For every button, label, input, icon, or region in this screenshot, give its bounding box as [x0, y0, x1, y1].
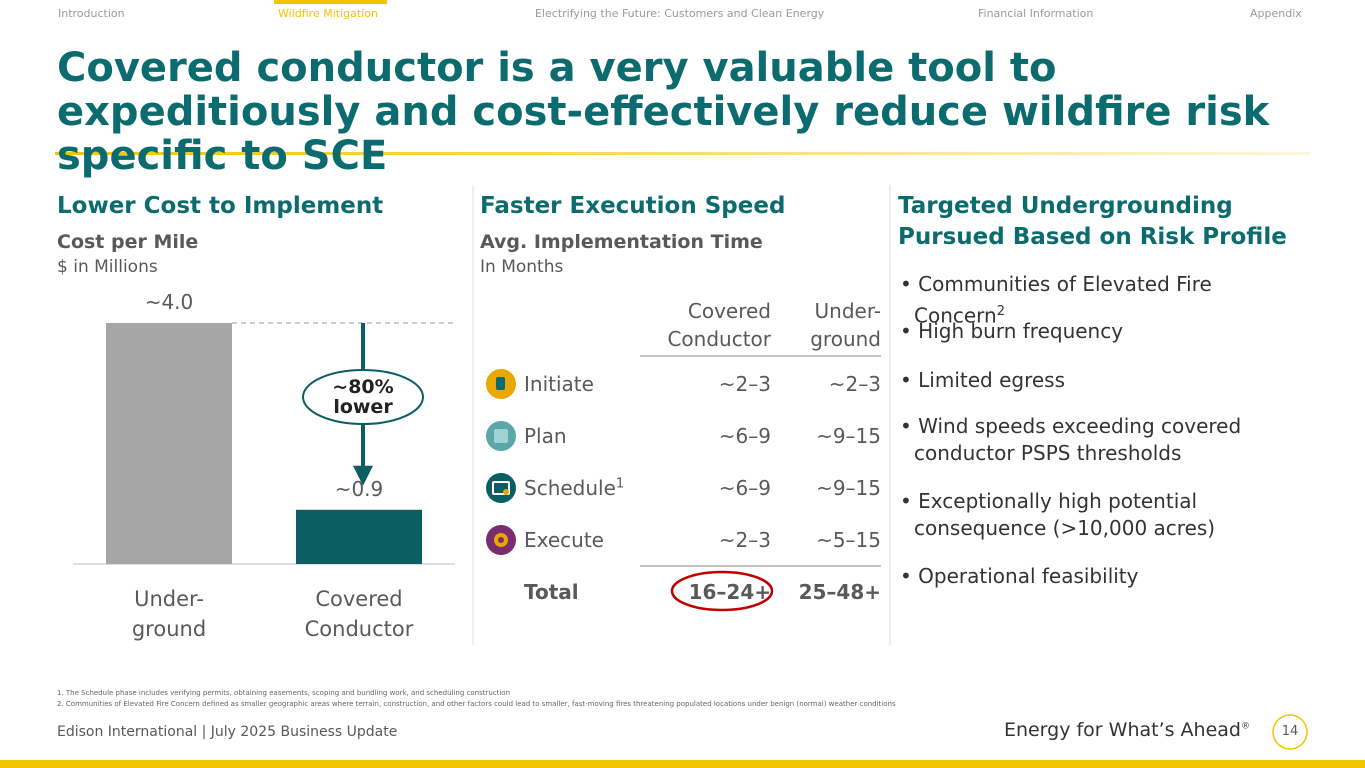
bullet-text: Limited egress [918, 368, 1066, 392]
bar [106, 323, 232, 564]
bottom-band [0, 760, 1365, 768]
column-header: Covered Conductor [667, 299, 771, 351]
data-label: ~4.0 [144, 290, 194, 314]
table-subtitle: Avg. Implementation Time [480, 231, 763, 253]
active-tab-marker [274, 0, 387, 4]
nav-item[interactable]: Introduction [58, 7, 125, 20]
section-heading: Faster Execution Speed [480, 193, 786, 219]
row-label: Schedule1 [524, 476, 624, 500]
bullet: • Exceptionally high potential consequen… [900, 489, 1216, 540]
row-label-text: Plan [524, 424, 567, 448]
section-heading: Lower Cost to Implement [57, 193, 384, 219]
nav-item[interactable]: Electrifying the Future: Customers and C… [535, 7, 825, 20]
nav-item[interactable]: Appendix [1250, 7, 1302, 20]
bar [296, 509, 422, 564]
bullet-text: Exceptionally high potential consequence… [914, 489, 1216, 540]
row-label-text: Schedule [524, 476, 616, 500]
tagline-text: Energy for What’s Ahead [1003, 719, 1241, 741]
table-unit: In Months [480, 257, 564, 277]
table-cell: ~5–15 [816, 528, 881, 552]
annotation: ~80% lower [332, 376, 394, 418]
footnote-ref: 2 [996, 304, 1006, 319]
data-label: ~0.9 [334, 476, 384, 501]
category-label: Under- ground [131, 587, 207, 641]
bullet-text: Communities of Elevated Fire Concern [914, 272, 1212, 328]
annotation-bubble [302, 369, 424, 425]
page-badge [1272, 714, 1308, 750]
bullet: • High burn frequency [900, 319, 1124, 343]
row-label: Execute [524, 528, 604, 552]
bullet-text: Wind speeds exceeding covered conductor … [914, 414, 1242, 465]
highlight-circle [670, 570, 774, 612]
row-icons [486, 369, 516, 555]
chart-subtitle: Cost per Mile [57, 231, 199, 253]
table-cell: ~9–15 [816, 476, 881, 500]
bullet: • Communities of Elevated Fire Concern2 [900, 272, 1212, 328]
total-cell: 16–24+ [688, 580, 771, 604]
nav-item[interactable]: Financial Information [978, 7, 1094, 20]
nav-item[interactable]: Wildfire Mitigation [278, 7, 378, 20]
footnote: 2. Communities of Elevated Fire Concern … [57, 700, 896, 708]
footnote: 1. The Schedule phase includes verifying… [57, 689, 511, 697]
title-rule [55, 152, 1310, 155]
bullet: • Operational feasibility [900, 564, 1139, 588]
tagline: Energy for What’s Ahead® [1004, 719, 1250, 741]
tagline-mark: ® [1241, 721, 1250, 732]
bullet-text: Operational feasibility [918, 564, 1139, 588]
total-label: Total [524, 580, 579, 604]
category-label: Covered Conductor [304, 587, 414, 641]
slide-title: Covered conductor is a very valuable too… [57, 45, 1270, 179]
chart-unit: $ in Millions [57, 257, 158, 277]
table-cell: ~9–15 [816, 424, 881, 448]
table-cell: ~6–9 [718, 476, 771, 500]
arrow-head [353, 465, 373, 486]
table-cell: ~2–3 [718, 528, 771, 552]
section-heading: Targeted Undergrounding Pursued Based on… [898, 193, 1287, 250]
bullet-text: High burn frequency [918, 319, 1124, 343]
row-label-text: Execute [524, 528, 604, 552]
total-cell: 25–48+ [798, 580, 881, 604]
row-label: Plan [524, 424, 567, 448]
table-cell: ~6–9 [718, 424, 771, 448]
page-number: 14 [1281, 724, 1299, 739]
footer-text: Edison International | July 2025 Busines… [57, 724, 398, 740]
table-cell: ~2–3 [828, 372, 881, 396]
bullet: • Wind speeds exceeding covered conducto… [900, 414, 1242, 465]
row-label-text: Initiate [524, 372, 594, 396]
row-label: Initiate [524, 372, 594, 396]
bullet: • Limited egress [900, 368, 1066, 392]
table-cell: ~2–3 [718, 372, 771, 396]
footnote-ref: 1 [615, 476, 625, 492]
column-header: Under- ground [810, 299, 881, 351]
